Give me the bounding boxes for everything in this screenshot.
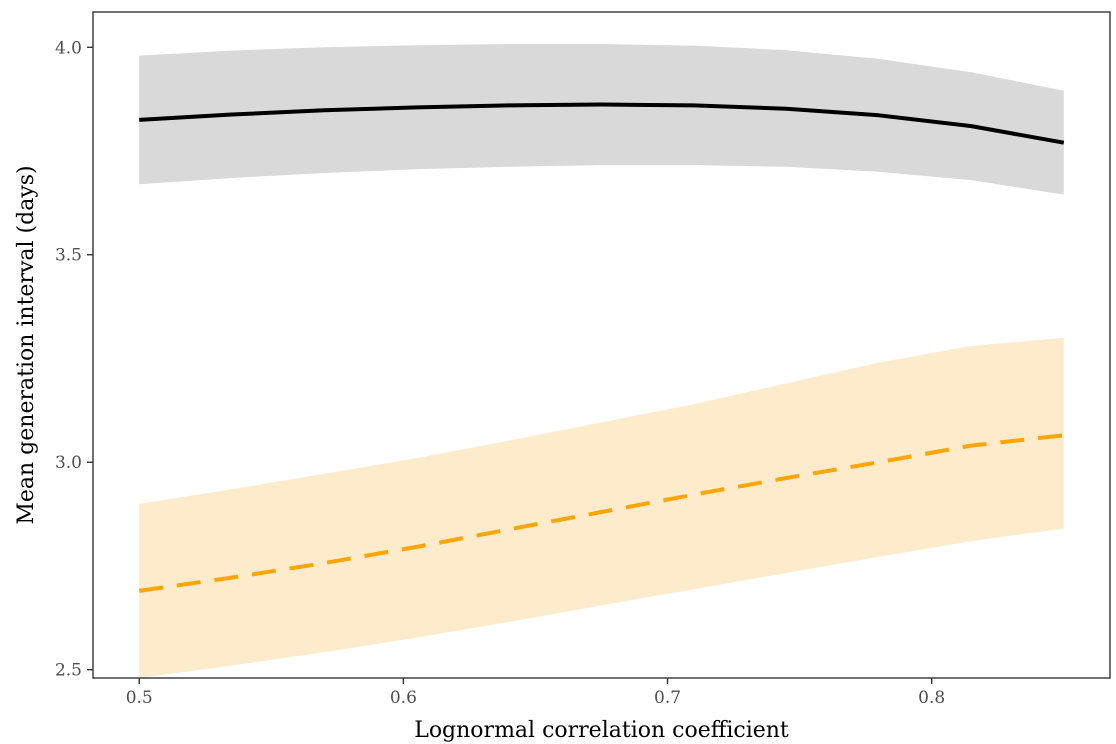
x-tick-label: 0.8: [918, 688, 945, 708]
y-axis-title: Mean generation interval (days): [14, 165, 39, 524]
confidence-band-2: [139, 337, 1064, 678]
series-lines: [138, 102, 1065, 593]
y-axis: 2.5 3.0 3.5 4.0: [55, 38, 93, 681]
x-axis: 0.5 0.6 0.7 0.8: [126, 678, 945, 708]
x-tick-label: 0.6: [390, 688, 417, 708]
y-tick-label: 4.0: [55, 38, 82, 58]
x-tick-label: 0.5: [126, 688, 153, 708]
y-tick-label: 2.5: [55, 661, 82, 681]
confidence-bands: [139, 44, 1064, 678]
x-tick-label: 0.7: [654, 688, 681, 708]
x-axis-title: Lognormal correlation coefficient: [414, 718, 789, 743]
series-line-2: [138, 433, 1065, 593]
y-tick-label: 3.5: [55, 246, 82, 266]
series-line-1: [139, 102, 1065, 145]
plot-panel-border: [92, 11, 1111, 679]
y-tick-label: 3.0: [55, 453, 82, 473]
confidence-band-1: [139, 44, 1064, 195]
